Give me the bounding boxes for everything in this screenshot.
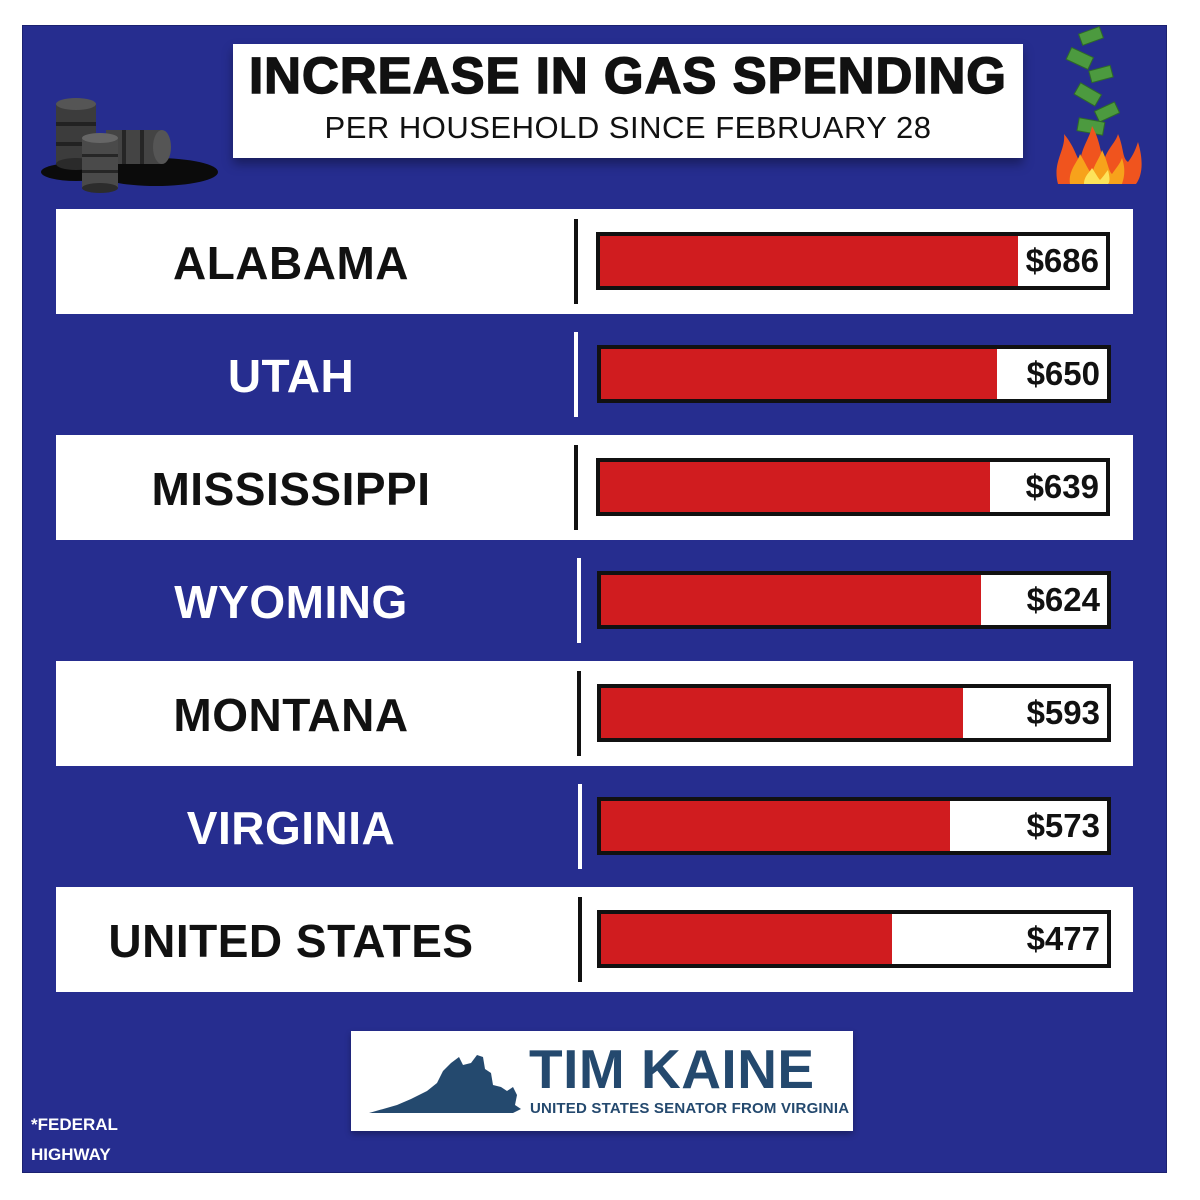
- category-label: UNITED STATES: [108, 915, 474, 967]
- oil-barrels-icon: [41, 98, 218, 193]
- category-label: ALABAMA: [172, 237, 409, 289]
- virginia-state-icon: [369, 1055, 521, 1113]
- chart-title: INCREASE IN GAS SPENDING: [248, 46, 1007, 105]
- bar-row: UTAH $650: [56, 322, 1133, 427]
- data-label: $593: [1026, 694, 1100, 731]
- row-divider: [577, 558, 581, 643]
- bar: [601, 349, 997, 399]
- senator-logo: TIM KAINE UNITED STATES SENATOR FROM VIR…: [351, 1031, 853, 1131]
- category-label: UTAH: [227, 350, 355, 402]
- chart-subtitle: PER HOUSEHOLD SINCE FEBRUARY 28: [324, 110, 932, 145]
- data-label: $573: [1026, 807, 1100, 844]
- bar-row: WYOMING $624: [56, 548, 1133, 653]
- footnote-line-2: ADMINISTRATION: [39, 1175, 186, 1194]
- bar-track: $624: [597, 571, 1111, 629]
- row-divider: [574, 219, 578, 304]
- row-divider: [578, 897, 582, 982]
- source-footnote: *FEDERAL HIGHWAY ADMINISTRATION: [31, 1110, 186, 1200]
- bar: [600, 462, 990, 512]
- senator-tagline: UNITED STATES SENATOR FROM VIRGINIA: [530, 1100, 850, 1117]
- category-label: MONTANA: [173, 689, 409, 741]
- data-label: $686: [1025, 242, 1099, 279]
- bar-track: $573: [597, 797, 1111, 855]
- bar: [601, 688, 963, 738]
- bar-track: $593: [597, 684, 1111, 742]
- data-label: $639: [1025, 468, 1099, 505]
- row-divider: [577, 671, 581, 756]
- data-label: $477: [1026, 920, 1100, 957]
- row-divider: [578, 784, 582, 869]
- data-label: $624: [1026, 581, 1100, 618]
- bar-row: MISSISSIPPI $639: [56, 435, 1133, 540]
- row-divider: [574, 332, 578, 417]
- category-label: WYOMING: [174, 576, 408, 628]
- data-label: $650: [1026, 355, 1100, 392]
- category-label: MISSISSIPPI: [151, 463, 431, 515]
- bar: [601, 575, 981, 625]
- bar-row: VIRGINIA $573: [56, 774, 1133, 879]
- row-divider: [574, 445, 578, 530]
- bar-row: ALABAMA $686: [56, 209, 1133, 314]
- bar-row: UNITED STATES $477: [56, 887, 1133, 992]
- bar: [600, 236, 1018, 286]
- bar-track: $686: [596, 232, 1110, 290]
- bar: [601, 914, 892, 964]
- bar-row: MONTANA $593: [56, 661, 1133, 766]
- bar-track: $639: [596, 458, 1110, 516]
- category-label: VIRGINIA: [186, 802, 396, 854]
- burning-money-icon: [1056, 25, 1142, 184]
- senator-name: TIM KAINE: [529, 1038, 815, 1100]
- title-banner: INCREASE IN GAS SPENDING PER HOUSEHOLD S…: [233, 44, 1023, 158]
- bar-track: $650: [597, 345, 1111, 403]
- bar: [601, 801, 950, 851]
- footnote-line-1: *FEDERAL HIGHWAY: [31, 1115, 118, 1164]
- bar-track: $477: [597, 910, 1111, 968]
